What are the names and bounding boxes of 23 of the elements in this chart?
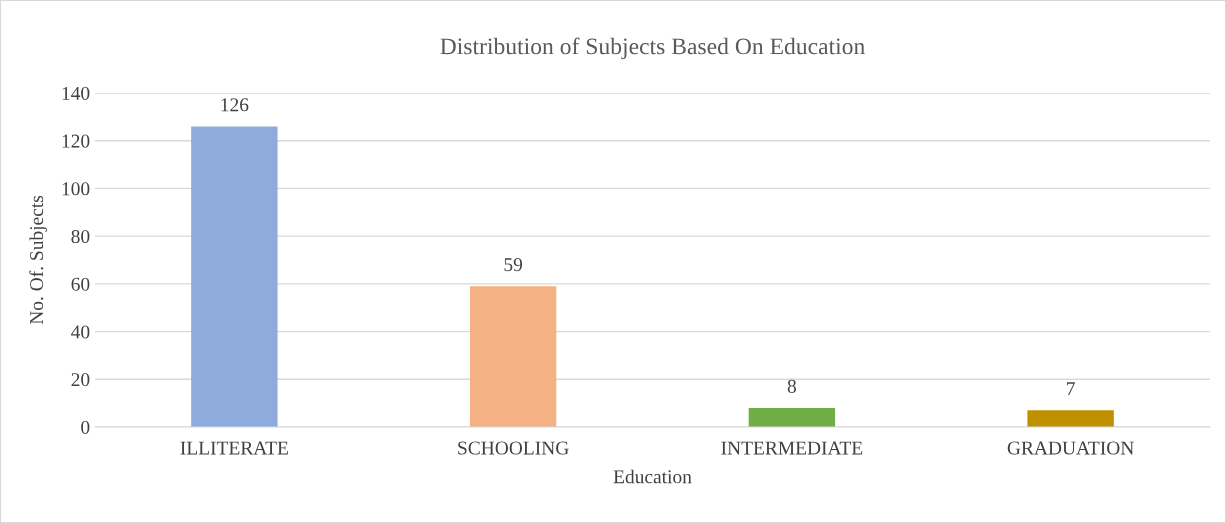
y-tick-label: 0 [81, 420, 90, 434]
x-tick-label: INTERMEDIATE [721, 441, 863, 455]
y-tick-label: 40 [71, 325, 90, 339]
bar [469, 286, 557, 427]
data-label: 59 [504, 258, 523, 272]
bar [1027, 410, 1114, 427]
x-axis-title: Education [613, 469, 692, 484]
bar [191, 126, 278, 427]
y-tick-label: 80 [71, 229, 90, 244]
x-tick-label: GRADUATION [1007, 441, 1134, 455]
chart-title: Distribution of Subjects Based On Education [440, 37, 865, 60]
x-tick-label: ILLITERATE [180, 441, 288, 455]
y-tick-label: 20 [71, 373, 90, 387]
y-tick-label: 60 [71, 277, 90, 291]
data-label: 126 [221, 98, 249, 112]
y-tick-label: 140 [62, 86, 90, 100]
data-label: 8 [787, 379, 796, 393]
bar [748, 407, 836, 427]
y-tick-label: 120 [62, 134, 90, 148]
y-axis-title: No. Of. Subjects [29, 195, 48, 325]
x-tick-label: SCHOOLING [458, 441, 569, 455]
y-tick-label: 100 [62, 182, 90, 196]
data-label: 7 [1067, 382, 1075, 396]
